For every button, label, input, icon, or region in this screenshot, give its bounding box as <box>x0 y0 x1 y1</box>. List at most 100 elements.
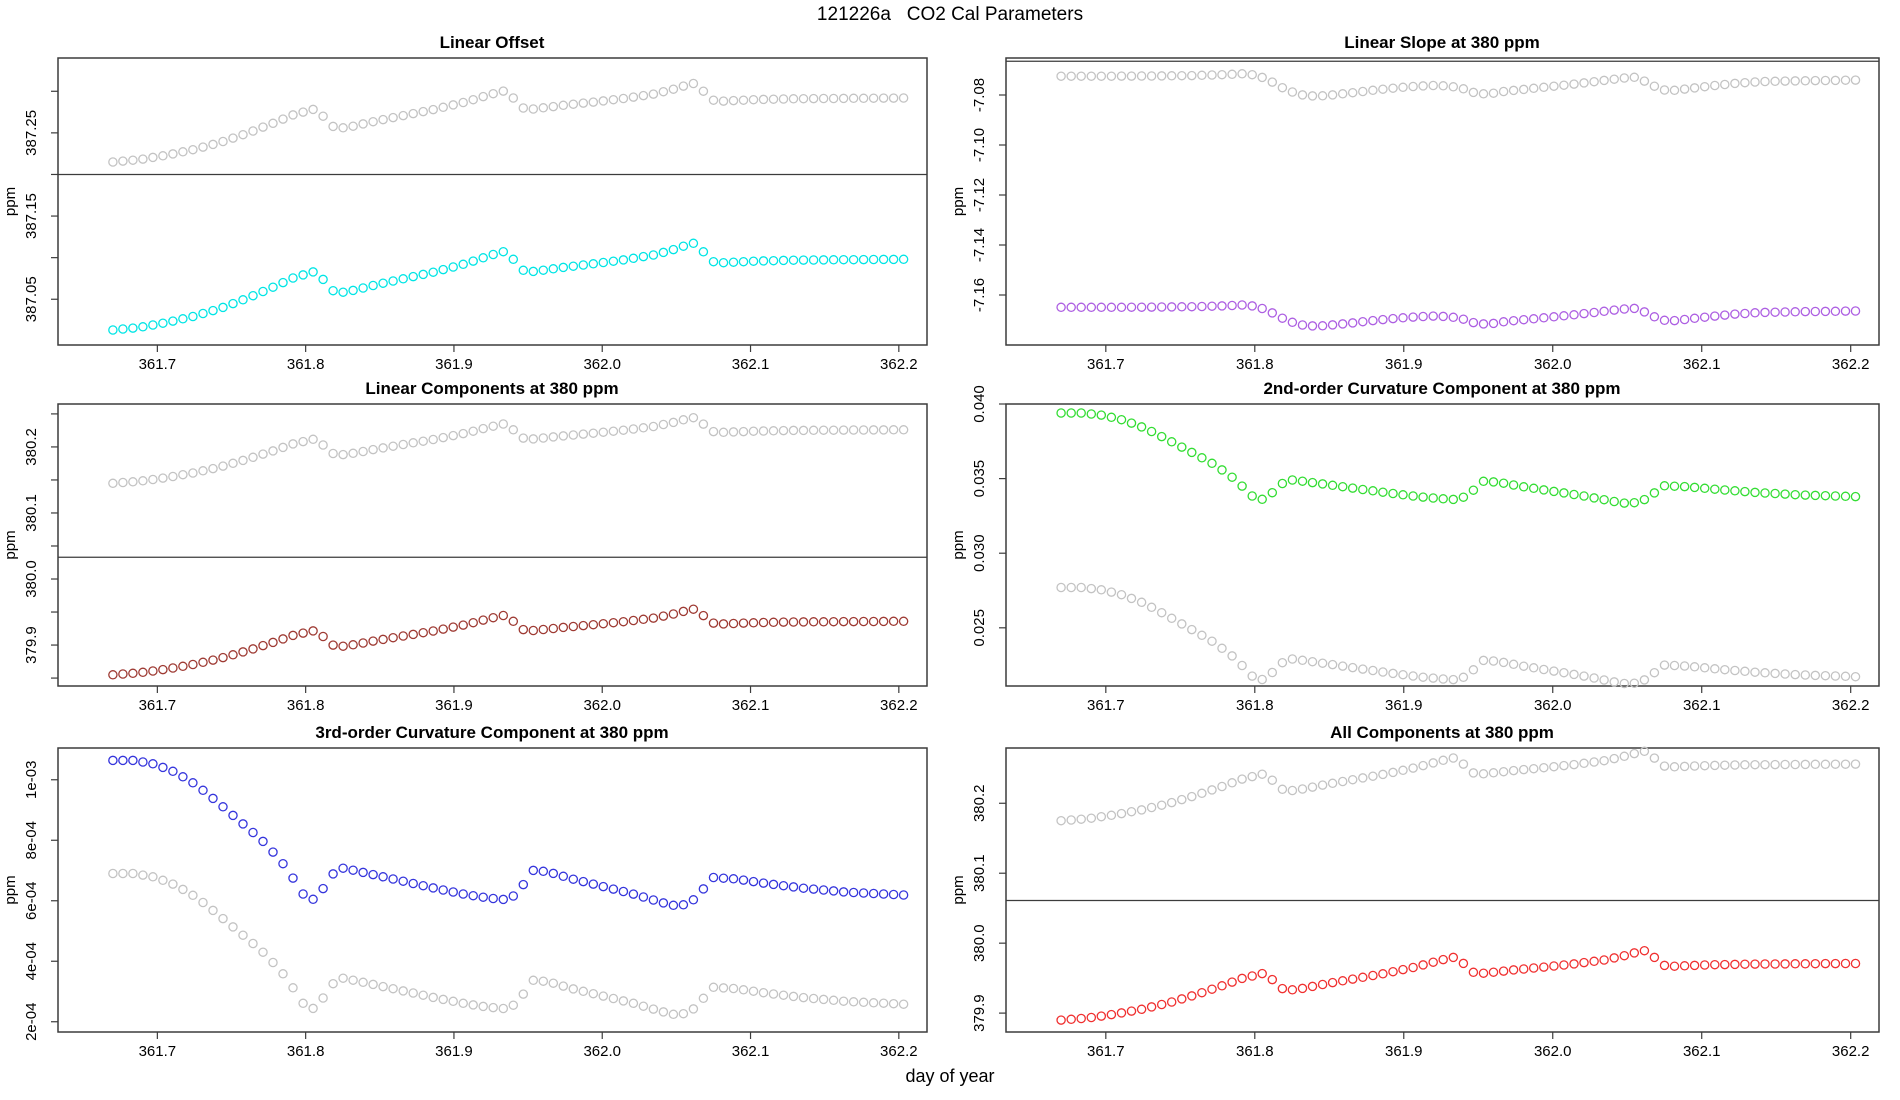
linear-offset-previous-points <box>108 78 909 167</box>
svg-text:361.8: 361.8 <box>1236 1043 1274 1060</box>
svg-text:380.2: 380.2 <box>971 784 988 822</box>
svg-text:362.2: 362.2 <box>880 356 918 373</box>
svg-text:387.25: 387.25 <box>23 110 40 156</box>
panel-title-linear-slope: Linear Slope at 380 ppm <box>1344 33 1540 52</box>
svg-text:361.8: 361.8 <box>1236 697 1274 714</box>
linear-slope-current-points <box>1056 300 1861 331</box>
svg-text:387.15: 387.15 <box>23 193 40 239</box>
svg-text:-7.12: -7.12 <box>971 178 988 212</box>
svg-text:361.7: 361.7 <box>139 356 177 373</box>
linear-slope-previous-points <box>1056 69 1861 101</box>
panel-second-order-curvature: 361.7 361.8 361.9 362.0 362.1 362.2 0.025 0.030… <box>950 385 1880 714</box>
third-order-curvature-y-axis-label: ppm <box>2 875 19 904</box>
all-components-y-axis-label: ppm <box>950 875 967 904</box>
panel-title-third-order-curvature: 3rd-order Curvature Component at 380 ppm <box>315 723 669 742</box>
all-components-axes <box>999 802 1852 1039</box>
svg-text:380.1: 380.1 <box>971 854 988 892</box>
panel-title-linear-components: Linear Components at 380 ppm <box>365 379 619 398</box>
linear-components-y-axis-label: ppm <box>2 530 19 559</box>
svg-text:361.8: 361.8 <box>287 1043 325 1060</box>
panel-linear-offset: 361.7 361.8 361.9 362.0 362.1 362.2 387.05 387.… <box>2 57 928 373</box>
panel-title-linear-offset: Linear Offset <box>439 33 545 52</box>
svg-text:0.025: 0.025 <box>971 609 988 647</box>
all-components-previous-points <box>1056 746 1861 826</box>
svg-text:361.7: 361.7 <box>139 697 177 714</box>
second-order-curvature-axes <box>999 403 1852 693</box>
linear-components-axes <box>51 413 900 693</box>
svg-text:361.9: 361.9 <box>435 1043 473 1060</box>
svg-text:362.2: 362.2 <box>880 697 918 714</box>
second-order-curvature-plot-border <box>1005 403 1880 687</box>
svg-text:361.7: 361.7 <box>1087 356 1125 373</box>
svg-text:380.1: 380.1 <box>23 494 40 532</box>
svg-text:361.8: 361.8 <box>1236 356 1274 373</box>
panel-third-order-curvature: 361.7 361.8 361.9 362.0 362.1 362.2 2e-04 4e-04… <box>2 747 928 1060</box>
linear-components-current-points <box>108 604 909 680</box>
third-order-curvature-current-points <box>108 755 909 911</box>
linear-offset-tick-labels: 361.7 361.8 361.9 362.0 362.1 362.2 387.05 387.… <box>23 110 918 373</box>
svg-text:362.2: 362.2 <box>1832 1043 1870 1060</box>
svg-text:362.2: 362.2 <box>1832 356 1870 373</box>
svg-text:0.040: 0.040 <box>971 385 988 423</box>
panel-linear-slope: 361.7 361.8 361.9 362.0 362.1 362.2 -7.16 -7.14… <box>950 57 1880 373</box>
svg-text:361.8: 361.8 <box>287 697 325 714</box>
svg-text:362.1: 362.1 <box>1683 1043 1721 1060</box>
svg-text:387.05: 387.05 <box>23 276 40 322</box>
linear-offset-y-axis-label: ppm <box>2 187 19 216</box>
svg-text:-7.14: -7.14 <box>971 228 988 262</box>
linear-slope-y-axis-label: ppm <box>950 187 967 216</box>
x-axis-title: day of year <box>905 1066 995 1086</box>
svg-text:2e-04: 2e-04 <box>23 1003 40 1041</box>
all-components-tick-labels: 361.7 361.8 361.9 362.0 362.1 362.2 379.9 380.0… <box>971 784 1869 1060</box>
second-order-curvature-current-points <box>1056 408 1861 508</box>
second-order-curvature-y-axis-label: ppm <box>950 530 967 559</box>
svg-text:362.2: 362.2 <box>880 1043 918 1060</box>
all-components-plot-border <box>1005 747 1880 1033</box>
svg-text:361.8: 361.8 <box>287 356 325 373</box>
svg-text:-7.10: -7.10 <box>971 128 988 162</box>
main-title: 121226a CO2 Cal Parameters <box>816 4 1084 25</box>
linear-offset-plot-border <box>57 57 928 346</box>
third-order-curvature-tick-labels: 361.7 361.8 361.9 362.0 362.1 362.2 2e-04 4e-04… <box>23 761 918 1060</box>
svg-text:8e-04: 8e-04 <box>23 821 40 859</box>
svg-text:4e-04: 4e-04 <box>23 942 40 980</box>
svg-text:379.9: 379.9 <box>23 626 40 664</box>
svg-text:362.1: 362.1 <box>732 697 770 714</box>
svg-text:362.1: 362.1 <box>732 356 770 373</box>
all-components-current-points <box>1056 945 1861 1025</box>
svg-text:362.1: 362.1 <box>1683 356 1721 373</box>
svg-text:0.035: 0.035 <box>971 460 988 498</box>
linear-offset-axes <box>51 90 900 352</box>
second-order-curvature-tick-labels: 361.7 361.8 361.9 362.0 362.1 362.2 0.025 0.030… <box>971 385 1869 714</box>
svg-text:362.0: 362.0 <box>1534 356 1572 373</box>
svg-text:362.0: 362.0 <box>583 1043 621 1060</box>
svg-text:-7.16: -7.16 <box>971 278 988 312</box>
svg-text:0.030: 0.030 <box>971 534 988 572</box>
svg-text:361.9: 361.9 <box>1385 356 1423 373</box>
svg-text:362.0: 362.0 <box>1534 697 1572 714</box>
third-order-curvature-axes <box>51 779 900 1039</box>
svg-text:362.0: 362.0 <box>583 697 621 714</box>
svg-text:361.7: 361.7 <box>1087 1043 1125 1060</box>
second-order-curvature-previous-points <box>1056 582 1861 689</box>
svg-text:361.9: 361.9 <box>435 356 473 373</box>
panel-title-all-components: All Components at 380 ppm <box>1330 723 1554 742</box>
svg-text:361.9: 361.9 <box>1385 1043 1423 1060</box>
linear-components-tick-labels: 361.7 361.8 361.9 362.0 362.1 362.2 379.9 380.0… <box>23 428 918 714</box>
svg-text:1e-03: 1e-03 <box>23 761 40 799</box>
svg-text:6e-04: 6e-04 <box>23 882 40 920</box>
linear-offset-current-points <box>108 238 909 335</box>
svg-text:362.0: 362.0 <box>583 356 621 373</box>
svg-text:361.7: 361.7 <box>1087 697 1125 714</box>
third-order-curvature-previous-points <box>108 868 909 1020</box>
svg-text:380.0: 380.0 <box>23 560 40 598</box>
svg-text:362.1: 362.1 <box>1683 697 1721 714</box>
linear-components-plot-border <box>57 403 928 687</box>
svg-text:379.9: 379.9 <box>971 994 988 1032</box>
svg-text:380.0: 380.0 <box>971 924 988 962</box>
svg-text:380.2: 380.2 <box>23 428 40 466</box>
panel-title-second-order-curvature: 2nd-order Curvature Component at 380 ppm <box>1263 379 1621 398</box>
panel-linear-components: 361.7 361.8 361.9 362.0 362.1 362.2 379.9 380.0… <box>2 403 928 714</box>
